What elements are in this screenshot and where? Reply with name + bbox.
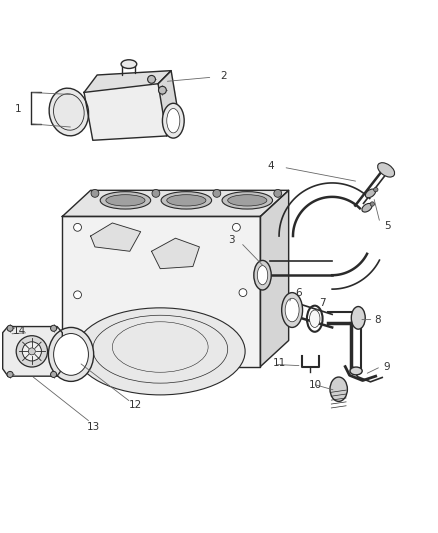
Ellipse shape — [362, 204, 372, 212]
Polygon shape — [158, 71, 180, 136]
Text: 6: 6 — [295, 288, 301, 298]
Circle shape — [239, 289, 247, 296]
Ellipse shape — [285, 298, 299, 322]
Polygon shape — [62, 216, 260, 367]
Polygon shape — [62, 190, 289, 216]
Circle shape — [148, 76, 155, 83]
Circle shape — [28, 348, 35, 355]
Ellipse shape — [75, 308, 245, 395]
Ellipse shape — [162, 103, 184, 138]
Polygon shape — [3, 327, 62, 376]
Text: 2: 2 — [220, 71, 226, 81]
Circle shape — [16, 336, 47, 367]
Text: 8: 8 — [374, 314, 381, 325]
Ellipse shape — [228, 195, 267, 206]
Polygon shape — [84, 71, 171, 92]
Text: 11: 11 — [272, 358, 286, 368]
Text: 4: 4 — [268, 160, 275, 171]
Ellipse shape — [378, 163, 395, 177]
Text: 13: 13 — [87, 422, 100, 432]
Text: 7: 7 — [319, 298, 326, 309]
Text: 14: 14 — [13, 326, 26, 336]
Ellipse shape — [365, 189, 375, 198]
Ellipse shape — [48, 327, 94, 382]
Text: 5: 5 — [385, 221, 391, 231]
Text: 1: 1 — [14, 103, 21, 114]
Circle shape — [74, 291, 81, 298]
Circle shape — [7, 325, 13, 332]
Circle shape — [50, 325, 57, 332]
Ellipse shape — [254, 261, 271, 290]
Ellipse shape — [282, 293, 303, 327]
Ellipse shape — [121, 60, 137, 68]
Ellipse shape — [310, 310, 320, 327]
Circle shape — [370, 202, 374, 206]
Circle shape — [22, 342, 42, 361]
Ellipse shape — [167, 109, 180, 133]
Polygon shape — [84, 84, 167, 140]
Ellipse shape — [350, 367, 362, 375]
Text: 10: 10 — [309, 380, 322, 390]
Polygon shape — [260, 190, 289, 367]
Ellipse shape — [222, 192, 272, 209]
Ellipse shape — [257, 265, 268, 285]
Circle shape — [159, 86, 166, 94]
Ellipse shape — [106, 195, 145, 206]
Circle shape — [74, 330, 81, 338]
Circle shape — [152, 189, 160, 197]
Circle shape — [374, 188, 378, 192]
Polygon shape — [91, 223, 141, 251]
Circle shape — [233, 223, 240, 231]
Circle shape — [7, 372, 13, 377]
Ellipse shape — [100, 192, 151, 209]
Text: 3: 3 — [228, 235, 234, 245]
Polygon shape — [152, 238, 199, 269]
Circle shape — [213, 189, 221, 197]
Text: 9: 9 — [383, 362, 390, 373]
Ellipse shape — [167, 195, 206, 206]
Circle shape — [91, 189, 99, 197]
Text: 12: 12 — [129, 400, 142, 410]
Ellipse shape — [49, 88, 88, 136]
Circle shape — [74, 223, 81, 231]
Ellipse shape — [330, 377, 347, 401]
Ellipse shape — [53, 334, 88, 375]
Circle shape — [50, 372, 57, 377]
Ellipse shape — [161, 192, 212, 209]
Ellipse shape — [351, 306, 365, 329]
Circle shape — [274, 189, 282, 197]
